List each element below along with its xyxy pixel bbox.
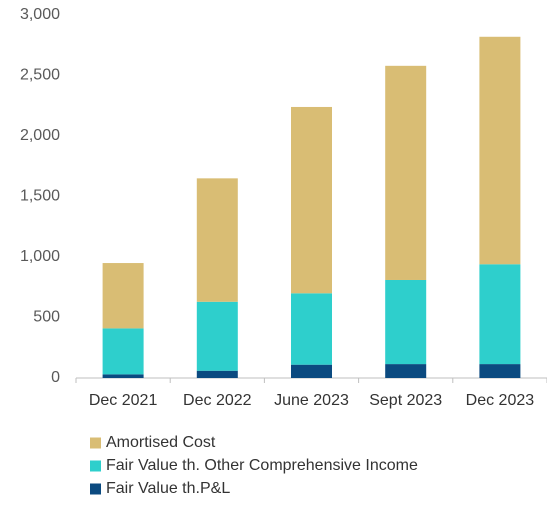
bar-segment [291, 364, 332, 378]
x-tick-label: Sept 2023 [369, 392, 442, 409]
x-tick-label: Dec 2021 [89, 392, 158, 409]
bar-segment [385, 65, 427, 280]
bar-segment [479, 264, 521, 365]
legend-swatch [90, 483, 101, 495]
bar-segment [385, 279, 427, 365]
bar-segment [291, 293, 332, 365]
bar-segment [196, 178, 238, 302]
bar-segment [385, 364, 427, 378]
bar-segment [479, 364, 521, 378]
x-tick-label: June 2023 [274, 392, 349, 409]
bar-segment [196, 370, 238, 378]
bar-segment [102, 263, 144, 329]
y-tick-label: 2,500 [20, 67, 60, 84]
legend-label: Fair Value th.P&L [106, 480, 230, 497]
legend-label: Fair Value th. Other Comprehensive Incom… [106, 457, 418, 474]
bar-segment [102, 328, 144, 375]
y-tick-label: 0 [51, 369, 60, 386]
legend-swatch [90, 460, 101, 472]
bar-segment [479, 36, 521, 265]
legend-swatch [90, 437, 101, 449]
y-tick-label: 1,500 [20, 188, 60, 205]
x-tick-label: Dec 2023 [466, 392, 535, 409]
bar-segment [102, 374, 144, 378]
y-tick-label: 3,000 [20, 6, 60, 23]
y-tick-label: 2,000 [20, 127, 60, 144]
y-tick-label: 500 [33, 309, 60, 326]
bar-segment [196, 301, 238, 371]
legend-label: Amortised Cost [106, 434, 216, 451]
x-tick-label: Dec 2022 [183, 392, 252, 409]
bar-segment [291, 106, 332, 294]
y-tick-label: 1,000 [20, 248, 60, 265]
